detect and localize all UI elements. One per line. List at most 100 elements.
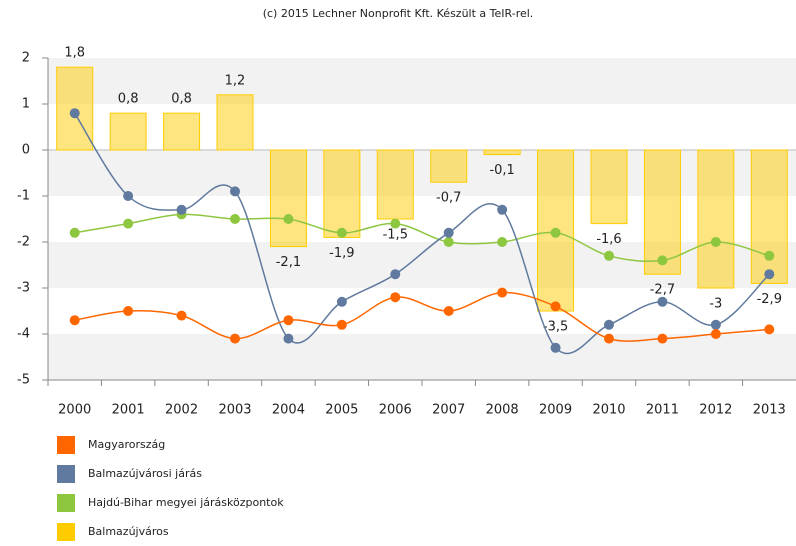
- point: [604, 319, 614, 330]
- point: [497, 287, 508, 298]
- point: [497, 204, 508, 215]
- legend-label: Magyarország: [88, 438, 165, 451]
- legend-label: Hajdú-Bihar megyei járásközpontok: [88, 496, 284, 509]
- point: [764, 324, 775, 335]
- y-tick-label: 0: [22, 143, 30, 158]
- point: [497, 237, 508, 247]
- x-tick-label: 2009: [539, 403, 572, 418]
- point: [336, 227, 347, 238]
- point: [710, 319, 721, 330]
- point: [230, 186, 240, 197]
- data-label: -0,7: [436, 191, 461, 206]
- y-tick-label: -3: [17, 281, 30, 296]
- point: [336, 296, 347, 307]
- line: [74, 112, 770, 355]
- point: [710, 237, 721, 247]
- point: [123, 218, 134, 229]
- point: [230, 333, 240, 344]
- bar: [109, 112, 147, 151]
- y-tick-label: -4: [17, 327, 30, 342]
- x-tick-label: 2012: [699, 403, 732, 418]
- y-tick-label: -1: [17, 189, 30, 204]
- x-tick-label: 2001: [112, 403, 145, 418]
- point: [710, 329, 721, 339]
- bands: [48, 58, 796, 380]
- bar: [216, 94, 254, 151]
- data-label: 0,8: [118, 92, 139, 107]
- data-label: -2,7: [650, 283, 675, 298]
- data-label: -2,9: [757, 292, 782, 307]
- point: [390, 218, 401, 229]
- point: [123, 306, 134, 316]
- point: [657, 296, 668, 307]
- point: [69, 227, 80, 238]
- point: [230, 214, 240, 224]
- point: [443, 227, 454, 238]
- point: [657, 333, 668, 344]
- data-label: 1,2: [225, 73, 246, 88]
- point: [604, 250, 614, 261]
- legend-label: Balmazújvárosi járás: [88, 467, 202, 480]
- data-label: -1,5: [383, 228, 408, 243]
- point: [443, 306, 454, 316]
- data-label: -3: [709, 297, 722, 312]
- data-label: -0,1: [489, 163, 514, 178]
- point: [550, 301, 561, 312]
- point: [336, 319, 347, 330]
- y-tick-label: -5: [17, 373, 30, 388]
- x-tick-label: 2011: [646, 403, 679, 418]
- point: [764, 269, 775, 280]
- data-label: -1,6: [596, 232, 621, 247]
- grid-band: [48, 150, 796, 196]
- legend-swatch: [57, 523, 75, 541]
- bar: [590, 149, 628, 225]
- y-tick-label: 1: [22, 97, 30, 112]
- bar: [163, 112, 201, 151]
- y-tick-label: -2: [17, 235, 30, 250]
- point: [283, 333, 294, 344]
- legend-swatch: [57, 436, 75, 454]
- grid-band: [48, 58, 796, 104]
- x-tick-label: 2004: [272, 403, 305, 418]
- point: [443, 237, 454, 247]
- point: [657, 255, 668, 266]
- legend-swatch: [57, 465, 75, 483]
- bar: [376, 149, 414, 220]
- x-tick-label: 2000: [58, 403, 91, 418]
- x-tick-label: 2008: [486, 403, 519, 418]
- grid-band: [48, 242, 796, 288]
- bar: [323, 149, 361, 238]
- x-tick-label: 2003: [218, 403, 251, 418]
- bar: [750, 149, 788, 284]
- point: [550, 227, 561, 238]
- grid-band: [48, 334, 796, 380]
- x-tick-label: 2010: [592, 403, 625, 418]
- bar: [269, 149, 307, 248]
- x-tick-label: 2005: [325, 403, 358, 418]
- bar: [697, 149, 735, 289]
- bar: [643, 149, 681, 275]
- bar: [430, 149, 468, 183]
- point: [176, 204, 187, 215]
- point: [176, 310, 187, 321]
- point: [283, 214, 294, 224]
- point: [550, 342, 561, 353]
- x-tick-label: 2002: [165, 403, 198, 418]
- data-label: -3,5: [543, 320, 568, 335]
- x-tick-label: 2013: [753, 403, 786, 418]
- point: [69, 108, 80, 119]
- data-label: 1,8: [64, 46, 85, 61]
- chart-title: (c) 2015 Lechner Nonprofit Kft. Készült …: [263, 7, 534, 20]
- line: [74, 291, 770, 342]
- point: [604, 333, 614, 344]
- bar: [483, 149, 521, 156]
- data-label: -2,1: [276, 255, 301, 270]
- x-tick-label: 2006: [379, 403, 412, 418]
- point: [123, 191, 134, 201]
- legend-label: Balmazújváros: [88, 525, 169, 538]
- point: [390, 292, 401, 303]
- data-label: -1,9: [329, 246, 354, 261]
- point: [69, 315, 80, 326]
- y-tick-label: 2: [22, 51, 30, 66]
